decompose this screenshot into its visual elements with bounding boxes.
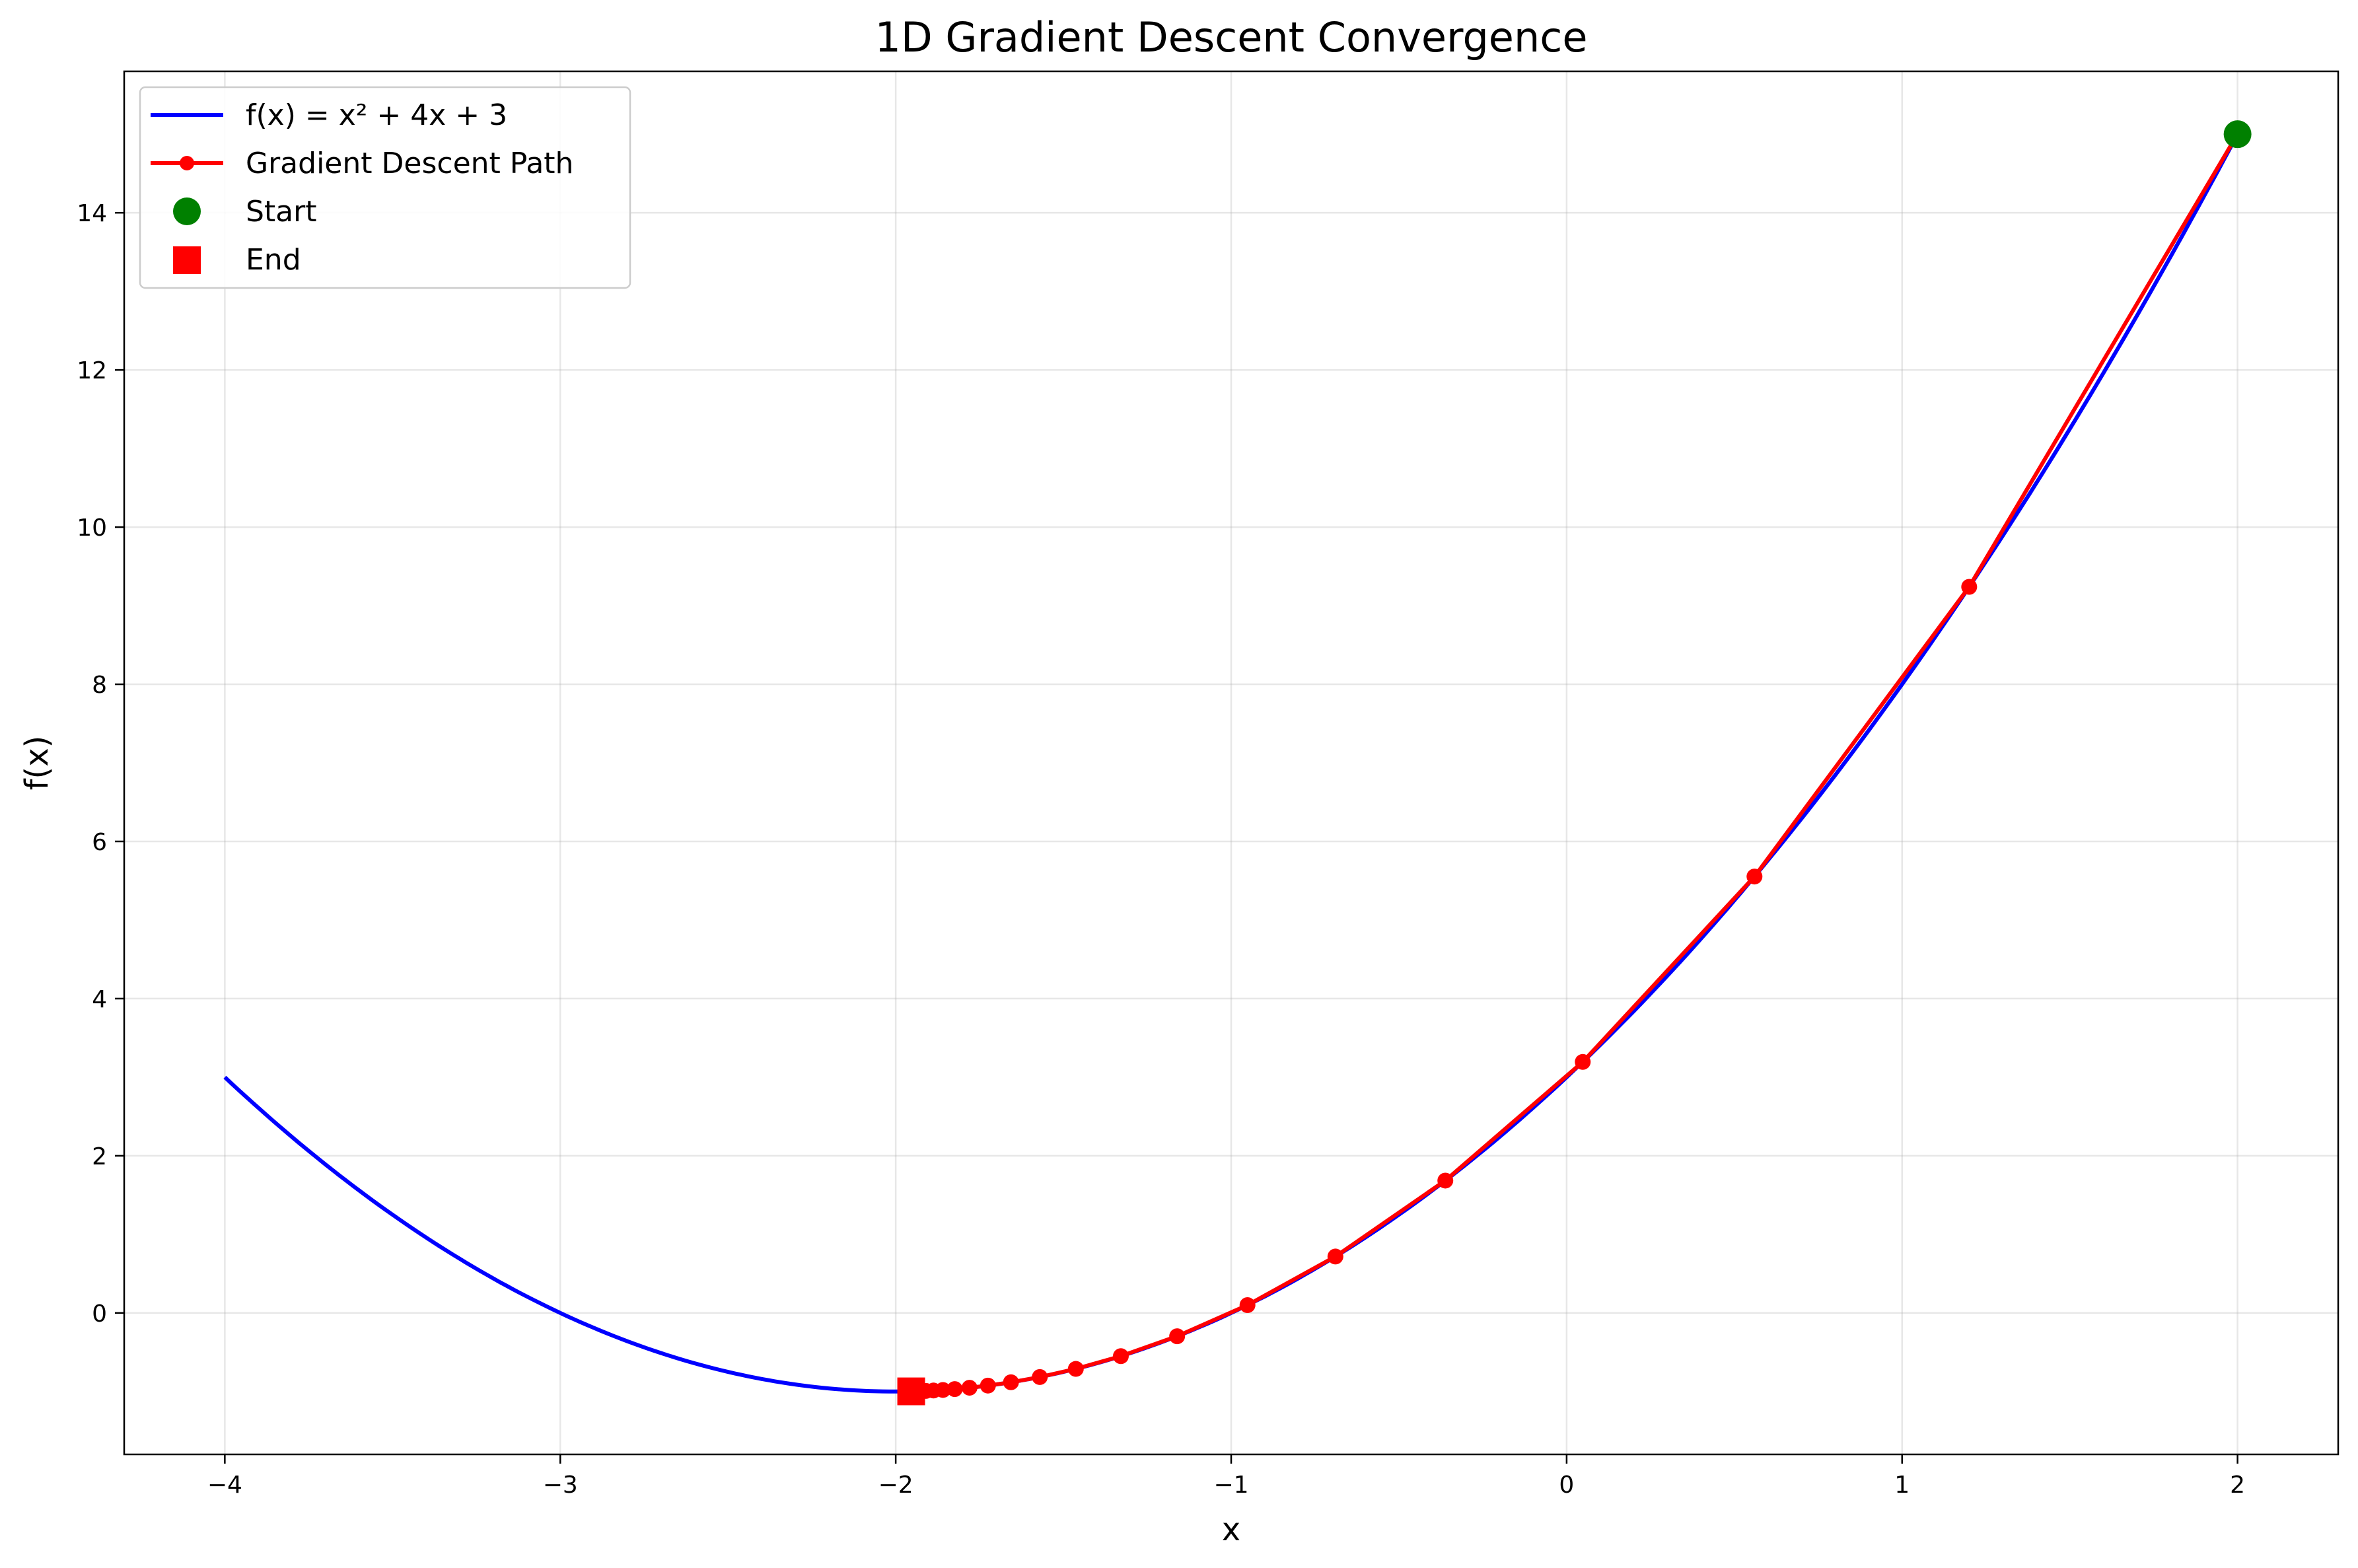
gradient-descent-point [947, 1381, 963, 1398]
gradient-descent-point [1437, 1172, 1454, 1189]
gradient-descent-point [1169, 1328, 1186, 1345]
x-tick-label: 0 [1559, 1472, 1574, 1499]
gradient-descent-point [1032, 1369, 1048, 1385]
gradient-descent-point [1327, 1248, 1343, 1265]
legend: f(x) = x² + 4x + 3 Gradient Descent Path… [139, 86, 631, 289]
gradient-descent-point [1112, 1348, 1129, 1365]
gradient-descent-point [1003, 1374, 1019, 1390]
y-tick-label: 4 [92, 986, 107, 1013]
y-tick-label: 10 [77, 515, 107, 542]
x-tick-label: −4 [207, 1472, 242, 1499]
legend-label-start: Start [246, 195, 317, 229]
y-tick-label: 12 [77, 357, 107, 384]
y-tick-label: 14 [77, 200, 107, 227]
legend-label-path: Gradient Descent Path [246, 147, 573, 180]
x-tick-label: 2 [2230, 1472, 2245, 1499]
legend-box [139, 86, 631, 289]
legend-swatch-end [173, 246, 201, 274]
x-tick-label: −1 [1213, 1472, 1248, 1499]
x-tick-label: −3 [543, 1472, 578, 1499]
gradient-descent-point [1239, 1297, 1256, 1314]
gradient-descent-point [1575, 1053, 1591, 1070]
legend-label-function: f(x) = x² + 4x + 3 [246, 98, 507, 132]
y-axis-label: f(x) [18, 736, 55, 791]
gradient-descent-point [1067, 1361, 1084, 1377]
y-tick-label: 0 [92, 1301, 107, 1328]
y-tick-label: 2 [92, 1143, 107, 1170]
x-axis-label: x [1222, 1511, 1240, 1548]
gradient-descent-point [980, 1377, 996, 1394]
legend-label-end: End [246, 243, 301, 277]
legend-swatch-start [173, 197, 201, 225]
y-tick-label: 6 [92, 829, 107, 856]
plot-series [223, 120, 2252, 1406]
x-tick-label: −2 [878, 1472, 913, 1499]
y-tick-label: 8 [92, 672, 107, 699]
gradient-descent-point [961, 1380, 978, 1396]
start-marker [2223, 120, 2252, 149]
chart-title: 1D Gradient Descent Convergence [875, 13, 1588, 61]
grid [124, 71, 2338, 1454]
x-tick-label: 1 [1894, 1472, 1910, 1499]
legend-swatch-path-marker [180, 156, 194, 170]
gradient-descent-point [1746, 869, 1763, 885]
gradient-descent-point [1961, 579, 1978, 595]
end-marker [897, 1377, 925, 1406]
